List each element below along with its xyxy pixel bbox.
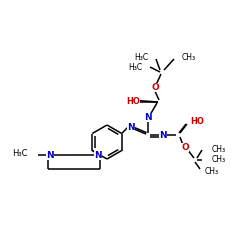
Text: N: N: [159, 130, 167, 140]
Text: HO: HO: [190, 116, 204, 126]
Text: N: N: [94, 150, 102, 160]
Text: O: O: [181, 142, 189, 152]
Text: O: O: [151, 82, 159, 92]
Text: HO: HO: [126, 98, 140, 106]
Text: CH₃: CH₃: [212, 156, 226, 164]
Text: CH₃: CH₃: [205, 168, 219, 176]
Text: N: N: [144, 112, 152, 122]
Text: N: N: [127, 124, 135, 132]
Text: CH₃: CH₃: [182, 52, 196, 62]
Text: N: N: [46, 150, 54, 160]
Text: H₃C: H₃C: [128, 62, 142, 72]
Text: H₃C: H₃C: [134, 52, 148, 62]
Text: H₃C: H₃C: [12, 148, 28, 158]
Text: CH₃: CH₃: [212, 146, 226, 154]
